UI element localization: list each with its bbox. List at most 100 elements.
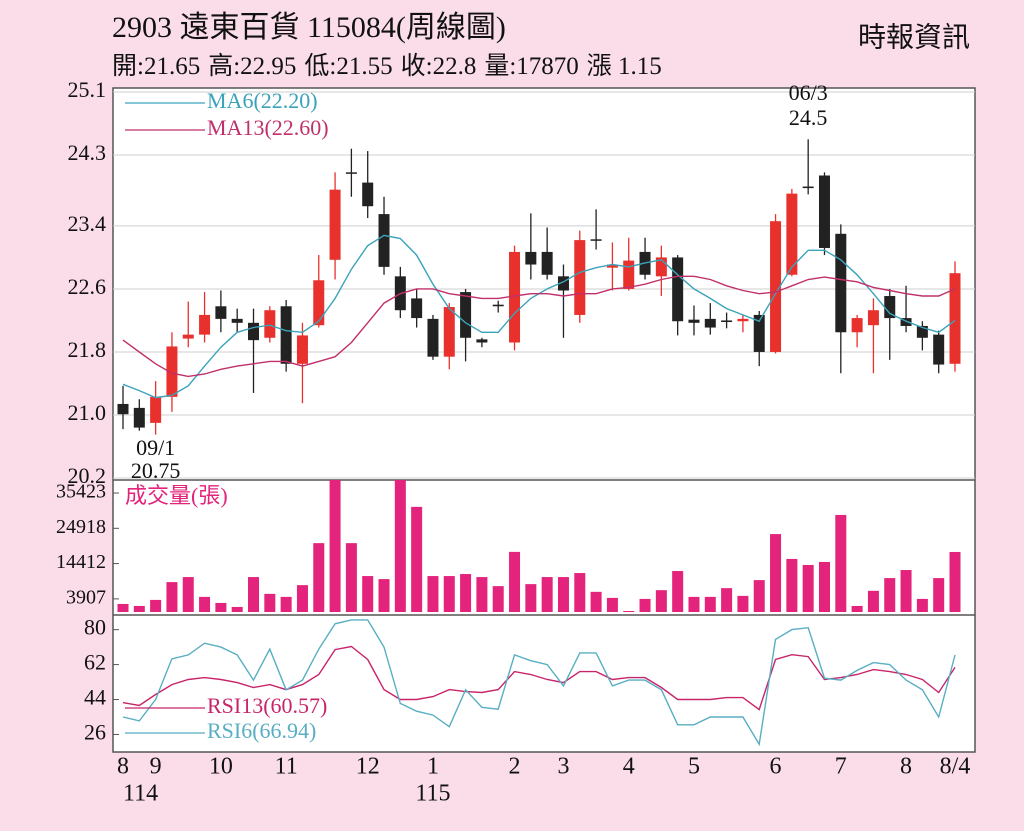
plot-panel: [112, 87, 976, 753]
candle-body: [802, 186, 814, 189]
x-tick-label: 11: [275, 754, 298, 780]
stat-value: 1.15: [618, 53, 662, 80]
y-tick-label: 25.1: [68, 77, 107, 102]
y-tick-label: 35423: [56, 481, 106, 503]
candle-body: [672, 257, 684, 322]
candle-body: [786, 193, 798, 275]
source: 時報資訊: [858, 21, 970, 53]
volume-bar: [231, 606, 243, 612]
candle-body: [884, 296, 896, 319]
legend-label: RSI13(60.57): [207, 693, 327, 718]
volume-bar: [117, 603, 129, 612]
stat-value: 17870: [516, 53, 579, 80]
stat-label: 收:: [401, 52, 433, 80]
x-tick-label: 5: [688, 754, 700, 780]
x-tick-label: 10: [209, 754, 233, 780]
volume-bar: [655, 590, 667, 612]
volume-bar: [900, 570, 912, 612]
volume-bar: [933, 578, 945, 612]
volume-bar: [280, 596, 292, 612]
volume-bar: [296, 585, 308, 612]
annotation-date: 09/1: [136, 435, 175, 460]
volume-bar: [688, 596, 700, 612]
candle-body: [721, 320, 733, 323]
x-tick-label: 1: [427, 754, 439, 780]
candle-body: [199, 314, 211, 335]
x-tick-label: 3: [557, 754, 569, 780]
volume-bar: [851, 605, 863, 612]
x-tick-label: 2: [509, 754, 521, 780]
candle-body: [770, 221, 782, 352]
candle-body: [525, 251, 537, 265]
x-tick-label: 12: [356, 754, 380, 780]
candle-body: [851, 318, 863, 333]
volume-bar: [378, 579, 390, 612]
volume-bar: [770, 534, 782, 612]
y-tick-label: 23.4: [68, 211, 107, 236]
candle-body: [182, 334, 194, 339]
y-tick-label: 20.2: [68, 463, 107, 488]
volume-bar: [427, 576, 439, 612]
volume-bar: [264, 593, 276, 612]
volume-bar: [460, 574, 472, 612]
x-tick-label: 7: [835, 754, 847, 780]
y-tick-label: 26: [84, 720, 106, 745]
candle-body: [117, 403, 129, 415]
volume-bar: [248, 577, 260, 612]
candle-body: [443, 307, 455, 357]
candle-body: [655, 257, 667, 277]
y-tick-label: 80: [84, 615, 106, 640]
series-line: [122, 645, 956, 711]
stat-label: 量:: [484, 53, 516, 80]
candle-body: [362, 182, 374, 207]
candle-body: [150, 396, 162, 423]
annotation-value: 24.5: [789, 105, 828, 130]
volume-bar: [525, 584, 537, 612]
candle-body: [313, 280, 325, 326]
candle-body: [737, 318, 749, 322]
volume-bar: [672, 571, 684, 612]
panel-label: 成交量(張): [125, 483, 228, 508]
stat-label: 漲: [587, 52, 618, 80]
volume-bar: [182, 577, 194, 612]
candle-body: [296, 335, 308, 364]
volume-bar: [818, 561, 830, 612]
candle-body: [933, 334, 945, 365]
volume-bar: [133, 605, 145, 612]
candle-body: [166, 346, 178, 397]
candle-body: [541, 251, 553, 275]
stat-value: 21.55: [336, 53, 392, 80]
x-tick-label: 4: [623, 754, 635, 780]
candle-body: [509, 251, 521, 343]
candle-body: [704, 318, 716, 328]
stat-value: 21.65: [144, 53, 200, 80]
volume-bar: [345, 543, 357, 612]
volume-bar: [509, 551, 521, 612]
y-tick-label: 62: [84, 650, 106, 675]
candle-body: [606, 264, 618, 268]
candle-body: [916, 325, 928, 338]
volume-bar: [916, 598, 928, 612]
x-tick-label: 6: [770, 754, 782, 780]
candle-body: [688, 319, 700, 323]
legend-label: MA13(22.60): [207, 115, 329, 140]
candle-body: [378, 214, 390, 267]
volume-bar: [166, 582, 178, 612]
y-tick-label: 24.3: [68, 140, 107, 165]
stats-line: 開:21.65 高:22.95 低:21.55 收:22.8 量:17870 漲 1.15: [112, 52, 662, 80]
y-tick-label: 22.6: [68, 274, 107, 299]
candle-body: [492, 304, 504, 307]
annotation-date: 06/3: [789, 80, 828, 105]
volume-bar: [802, 564, 814, 612]
stat-label: 低:: [304, 52, 336, 80]
volume-bar: [884, 578, 896, 612]
y-tick-label: 14412: [56, 551, 106, 573]
x-tick-label: 8: [900, 754, 912, 780]
volume-bar: [215, 602, 227, 612]
volume-bar: [786, 558, 798, 612]
x-year-label: 114: [123, 781, 158, 807]
volume-bar: [753, 580, 765, 612]
volume-bar: [329, 480, 341, 612]
y-tick-label: 3907: [66, 586, 106, 608]
